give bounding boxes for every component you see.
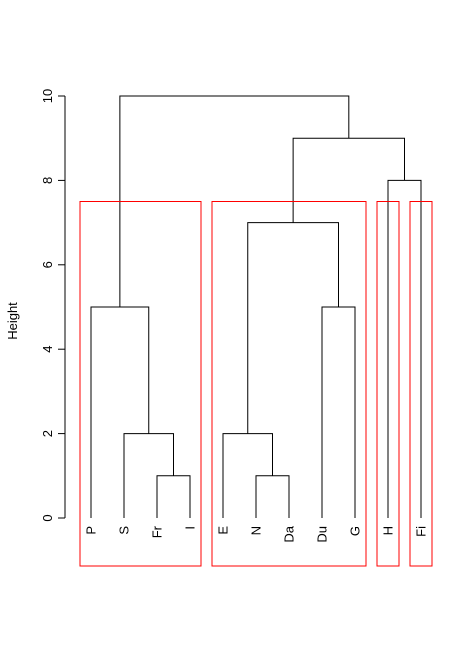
cluster-boxes	[79, 201, 433, 567]
leaf-label-h: H	[381, 526, 396, 535]
branch-merge-6	[247, 222, 339, 434]
y-axis-label: Height	[5, 302, 20, 340]
branch-merge-5	[321, 306, 356, 518]
y-tick-label-4: 4	[40, 346, 55, 353]
y-tick-label-2: 2	[40, 430, 55, 437]
leaf-label-du: Du	[315, 526, 330, 543]
leaf-label-e: E	[216, 526, 231, 535]
leaf-label-fi: Fi	[414, 526, 429, 537]
leaf-label-g: G	[348, 526, 363, 536]
leaf-label-n: N	[249, 526, 264, 535]
leaf-labels: P S Fr I E N Da Du G H Fi	[84, 525, 429, 542]
y-tick-label-6: 6	[40, 261, 55, 268]
leaf-label-da: Da	[282, 525, 297, 542]
dendrogram-branches	[90, 95, 422, 518]
cluster-box-4	[409, 201, 433, 567]
y-axis: 0 2 4 6 8 10	[40, 89, 66, 522]
branch-merge-0	[156, 475, 191, 518]
cluster-box-2	[211, 201, 367, 567]
y-tick-label-8: 8	[40, 177, 55, 184]
branch-merge-7	[387, 179, 422, 518]
leaf-label-p: P	[84, 526, 99, 535]
leaf-label-i: I	[183, 526, 198, 530]
y-tick-label-0: 0	[40, 514, 55, 521]
cluster-box-1	[79, 201, 202, 567]
y-tick-label-10: 10	[40, 89, 55, 103]
leaf-label-fr: Fr	[150, 525, 165, 538]
cluster-box-3	[376, 201, 400, 567]
leaf-label-s: S	[117, 526, 132, 535]
branch-merge-1	[255, 475, 290, 518]
branch-merge-4	[90, 306, 150, 518]
